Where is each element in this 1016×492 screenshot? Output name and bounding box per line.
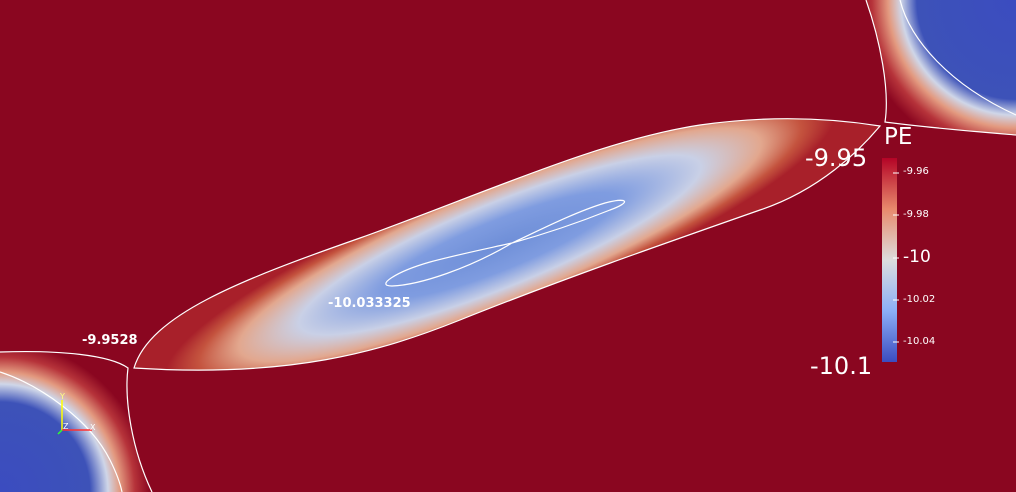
inner-contour: [385, 199, 625, 287]
axis-x-label: X: [90, 423, 96, 432]
legend-tick: -9.96: [903, 166, 929, 177]
legend-tick: -10: [903, 247, 931, 267]
legend-range-min: -10.1: [810, 352, 873, 380]
saddle-label: -9.9528: [82, 333, 138, 348]
basin-bottom-left: [0, 351, 152, 492]
minimum-label: -10.033325: [328, 296, 411, 311]
legend-tick: -10.02: [903, 294, 936, 305]
axis-y-label: Y: [60, 392, 65, 401]
legend-title: PE: [884, 124, 913, 150]
axis-z-label: Z: [63, 422, 69, 431]
color-legend-bar: [882, 158, 897, 362]
legend-tick: -9.98: [903, 209, 929, 220]
basin-top-right: [866, 0, 1016, 135]
legend-range-max: -9.95: [805, 144, 868, 172]
axes-triad: [57, 400, 92, 435]
legend-tick: -10.04: [903, 336, 936, 347]
